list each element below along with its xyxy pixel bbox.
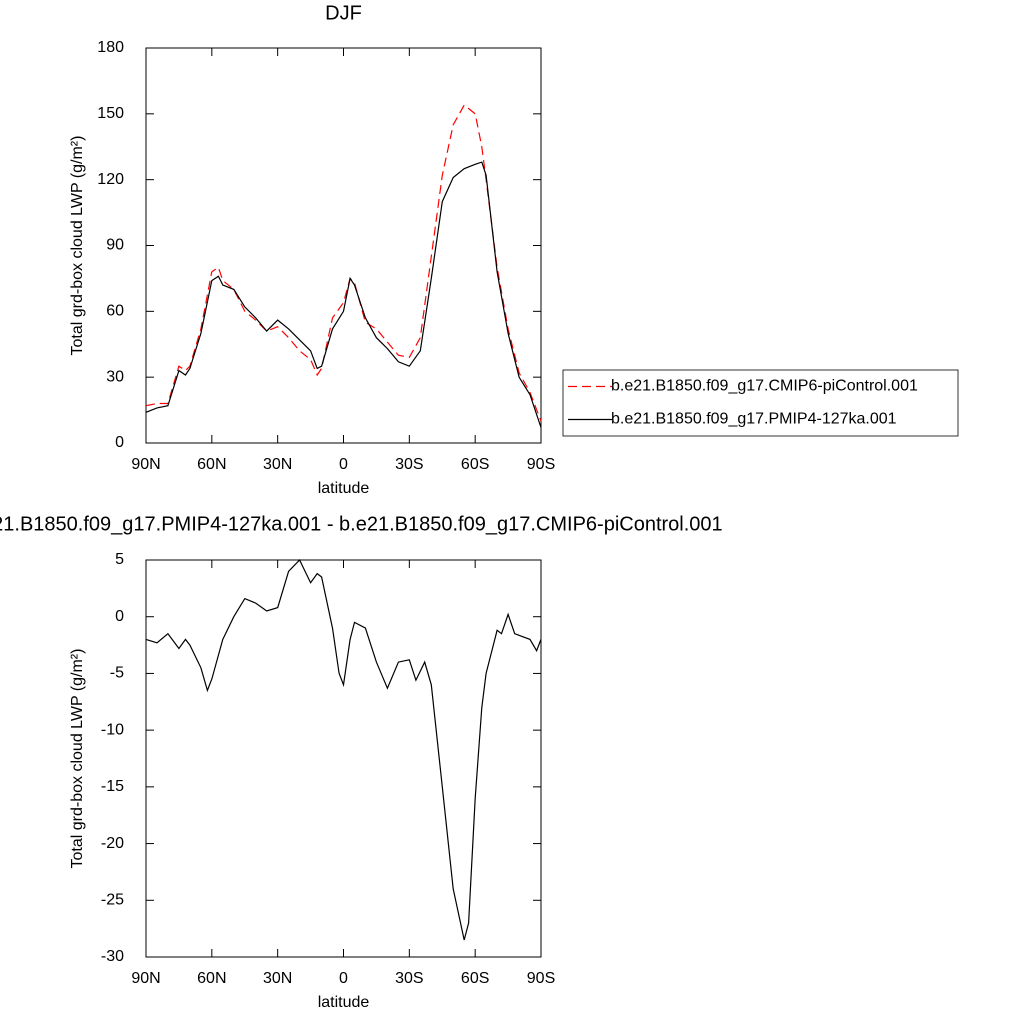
x-tick-label: 30N <box>263 970 292 987</box>
legend-box <box>562 369 959 437</box>
x-tick-label: 0 <box>339 970 348 987</box>
y-tick-label: 0 <box>115 608 124 625</box>
x-axis-label: latitude <box>318 994 370 1011</box>
legend-label: b.e21.B1850.f09_g17.CMIP6-piControl.001 <box>611 378 918 395</box>
x-tick-label: 90N <box>131 456 160 473</box>
x-tick-label: 90S <box>527 970 555 987</box>
y-tick-label: -20 <box>101 835 124 852</box>
y-tick-label: 30 <box>106 368 124 385</box>
data-line <box>145 558 542 941</box>
y-axis-label: Total grd-box cloud LWP (g/m²) <box>69 136 86 356</box>
x-tick-label: 90S <box>527 456 555 473</box>
x-tick-label: 0 <box>339 456 348 473</box>
x-tick-label: 30N <box>263 456 292 473</box>
y-tick-label: -15 <box>101 778 124 795</box>
data-line <box>145 104 542 422</box>
x-tick-label: 60N <box>197 456 226 473</box>
legend-label: b.e21.B1850.f09_g17.PMIP4-127ka.001 <box>611 411 897 428</box>
y-tick-label: 90 <box>106 237 124 254</box>
y-tick-label: -10 <box>101 721 124 738</box>
y-tick-label: 120 <box>97 171 124 188</box>
plot-frame <box>145 559 542 958</box>
x-tick-label: 60S <box>461 456 489 473</box>
x-tick-label: 30S <box>395 456 423 473</box>
y-axis-label: Total grd-box cloud LWP (g/m²) <box>69 649 86 869</box>
data-line <box>145 161 542 428</box>
y-tick-label: 0 <box>115 434 124 451</box>
y-tick-label: 180 <box>97 39 124 56</box>
y-tick-label: -5 <box>110 665 124 682</box>
chart-title: DJF <box>325 2 362 24</box>
x-tick-label: 60N <box>197 970 226 987</box>
x-axis-label: latitude <box>318 480 370 497</box>
y-tick-label: 60 <box>106 303 124 320</box>
y-tick-label: -25 <box>101 892 124 909</box>
y-tick-label: 5 <box>115 551 124 568</box>
x-tick-label: 60S <box>461 970 489 987</box>
chart-title: b.e21.B1850.f09_g17.PMIP4-127ka.001 - b.… <box>0 513 723 535</box>
y-tick-label: -30 <box>101 948 124 965</box>
x-tick-label: 90N <box>131 970 160 987</box>
y-tick-label: 150 <box>97 105 124 122</box>
plot-frame <box>145 47 542 444</box>
x-tick-label: 30S <box>395 970 423 987</box>
